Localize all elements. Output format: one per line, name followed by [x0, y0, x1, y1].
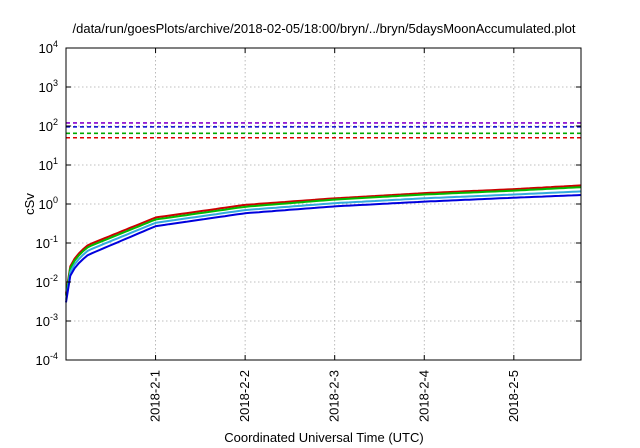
x-tick-label: 2018-2-2	[237, 370, 252, 422]
y-axis: 10-4 10-3 10-2 10-1 100 101 102 103 104	[36, 39, 581, 368]
series-line	[65, 184, 582, 294]
y-tick-label: 10-4	[36, 351, 58, 368]
x-tick-label: 2018-2-3	[327, 370, 342, 422]
y-tick-label: 102	[39, 117, 58, 134]
series-line	[65, 194, 582, 303]
y-tick-label: 103	[39, 78, 58, 95]
x-tick-label: 2018-2-1	[148, 370, 163, 422]
y-tick-label: 10-1	[36, 234, 58, 251]
y-tick-label: 104	[39, 39, 58, 56]
series-group	[65, 122, 582, 303]
y-tick-label: 10-2	[36, 273, 58, 290]
x-axis-label: Coordinated Universal Time (UTC)	[224, 430, 423, 445]
y-tick-label: 10-3	[36, 312, 58, 329]
chart-title: /data/run/goesPlots/archive/2018-02-05/1…	[73, 21, 576, 36]
x-axis: 2018-2-1 2018-2-2 2018-2-3 2018-2-4 2018-2-5	[148, 48, 521, 422]
y-tick-label: 100	[39, 195, 58, 212]
series-line	[65, 190, 582, 300]
y-tick-label: 101	[39, 156, 58, 173]
x-tick-label: 2018-2-5	[506, 370, 521, 422]
x-tick-label: 2018-2-4	[416, 370, 431, 422]
y-axis-label: cSv	[22, 193, 37, 215]
series-line	[65, 186, 582, 296]
